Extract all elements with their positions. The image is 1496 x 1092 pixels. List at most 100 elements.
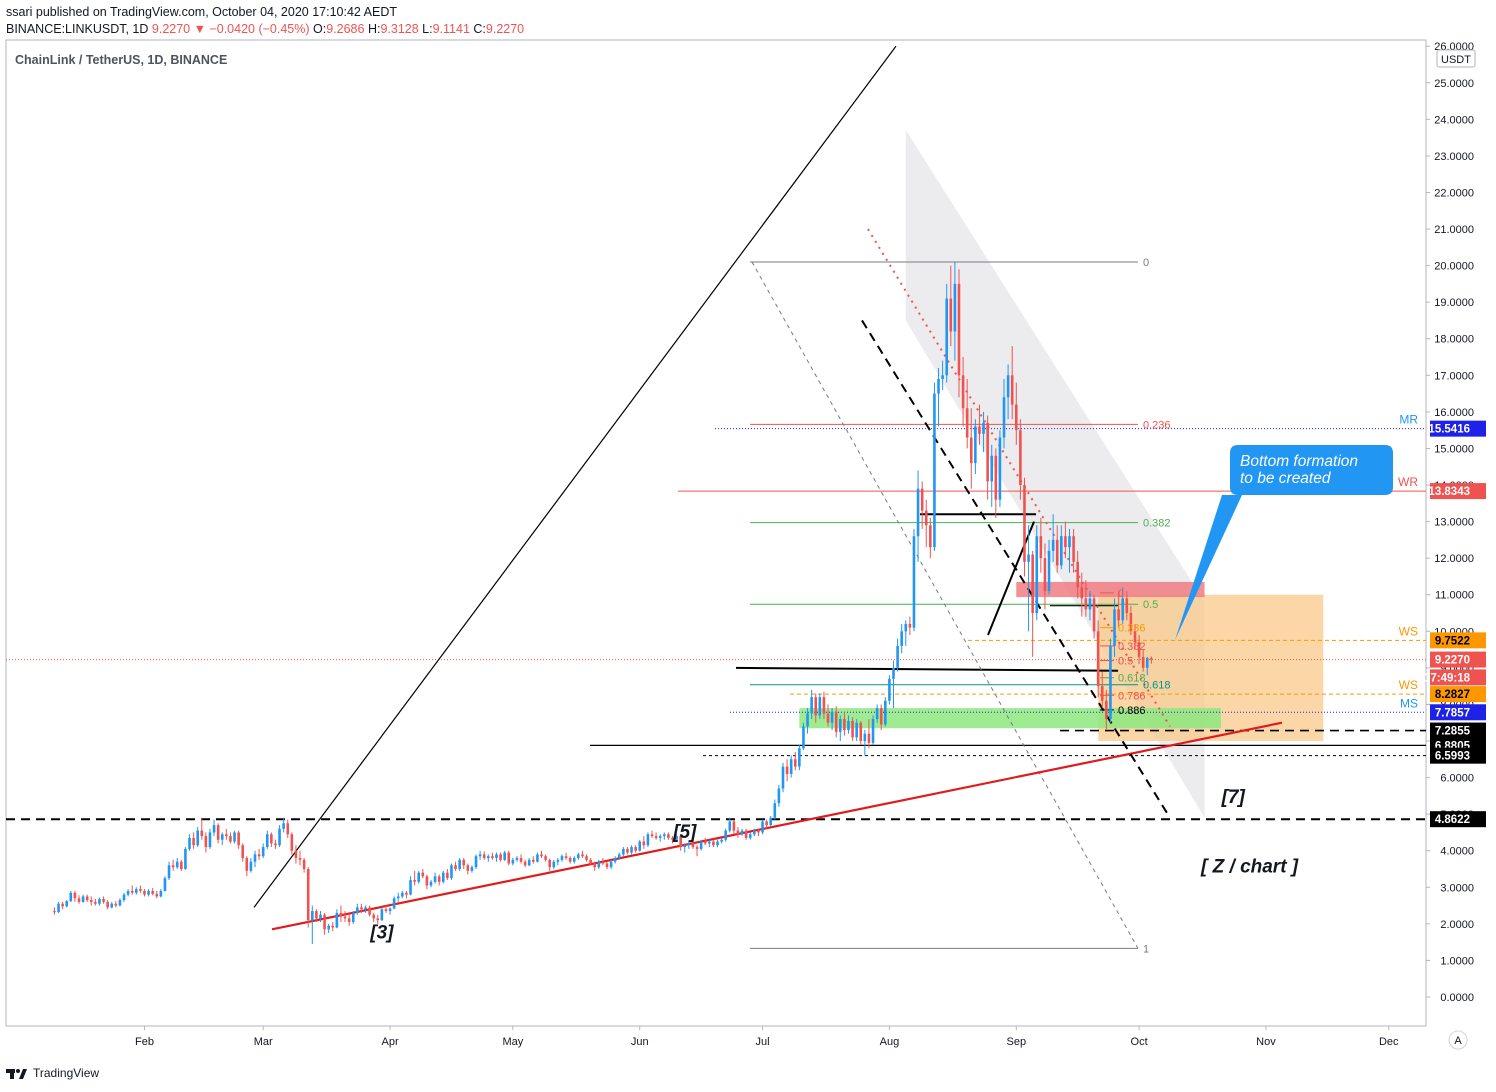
candle [507,850,511,866]
x-tick-label-oct: Oct [1131,1036,1148,1048]
candle-body [1109,645,1112,720]
candle-body [425,876,429,886]
candle-body [396,896,400,899]
candle-body [126,890,130,895]
y-tick-label: 22.0000 [1434,187,1474,199]
candle-body [564,856,568,859]
candle [990,444,994,507]
candle [1047,539,1051,595]
candle [949,265,953,347]
y-tick-label: 1.0000 [1440,955,1474,967]
labels-layer: 00.2360.3820.50.618100.2360.3820.50.6180… [369,257,1418,955]
candle-body [61,903,64,907]
price-badge-text: 6.5993 [1435,751,1470,763]
candle [965,378,969,449]
candle-body [757,830,760,833]
candle [1129,605,1133,635]
candle-body [527,859,531,866]
candle-body [965,408,969,438]
x-tick-label-nov: Nov [1256,1036,1276,1048]
y-tick-label: 11.0000 [1435,590,1474,602]
candle-body [1088,598,1092,610]
candle-body [577,854,580,859]
candle [536,852,539,863]
candle-body [847,720,850,731]
candle-body [261,847,265,857]
support-zone [799,708,1221,729]
candle [793,751,797,771]
candle-body [482,854,486,859]
candle [929,517,932,559]
candle-body [884,700,887,725]
price-badge-bg [1430,632,1486,649]
candle [699,839,703,851]
currency-badge[interactable]: USDT [1436,49,1476,68]
candle [450,863,453,880]
level-tag-wr: WR [1398,475,1418,489]
candle-body [617,854,621,859]
price-badge: 17:49:18 [1424,669,1486,686]
candle-body [662,834,666,837]
candle [77,895,81,904]
candle [679,834,682,851]
candle [708,839,711,848]
price-change: ▼ −0.0420 (−0.45%) [193,22,310,36]
candle-body [548,859,551,868]
auto-scale-button[interactable]: A [1448,1030,1468,1050]
candle [134,887,138,895]
candle [884,697,887,727]
candle [978,404,981,445]
candle-body [163,878,167,891]
candle [732,819,736,835]
candle [920,481,924,529]
price-badge-text: 7.7857 [1435,707,1470,719]
candle-body [343,916,347,919]
candle-body [118,900,122,906]
candle [1043,543,1047,610]
candle-body [245,858,249,871]
candle [896,638,899,672]
candle-body [802,726,805,749]
close-value: 9.2270 [485,22,525,36]
candle [1141,649,1145,672]
candle-body [536,854,539,862]
candle [789,755,793,778]
candle-body [85,896,89,901]
candle [331,922,335,932]
candle-body [712,841,715,846]
candle-body [302,859,306,870]
candle-body [1023,485,1026,562]
candle-body [785,766,789,774]
candle [671,836,674,844]
wave-label-2: [7] [1221,787,1246,808]
candle-body [519,858,523,862]
candle [310,905,314,944]
candle [552,859,556,870]
candle-body [237,832,240,846]
price-badge: 9.2270 [1430,651,1486,668]
candle-body [1117,609,1120,621]
candle [364,905,367,913]
candle [306,867,310,928]
candle-body [626,848,629,853]
callout-pointer [1175,495,1242,640]
candle [261,843,265,859]
candle-body [102,898,105,902]
candle-body [139,889,142,891]
candle-body [450,865,453,879]
candle-body [916,488,920,537]
fib-small-label-4: 0.618 [1118,673,1146,685]
zones-layer [799,130,1324,818]
candle-body [924,510,928,526]
candle [1072,528,1075,573]
callout-box [1230,445,1393,495]
candle-body [437,876,441,882]
candle [94,898,97,906]
candle-body [486,856,490,859]
candle-body [327,925,330,930]
candle [302,858,306,873]
candle [634,845,637,853]
candles-layer [53,261,1153,944]
candle-body [409,879,412,895]
